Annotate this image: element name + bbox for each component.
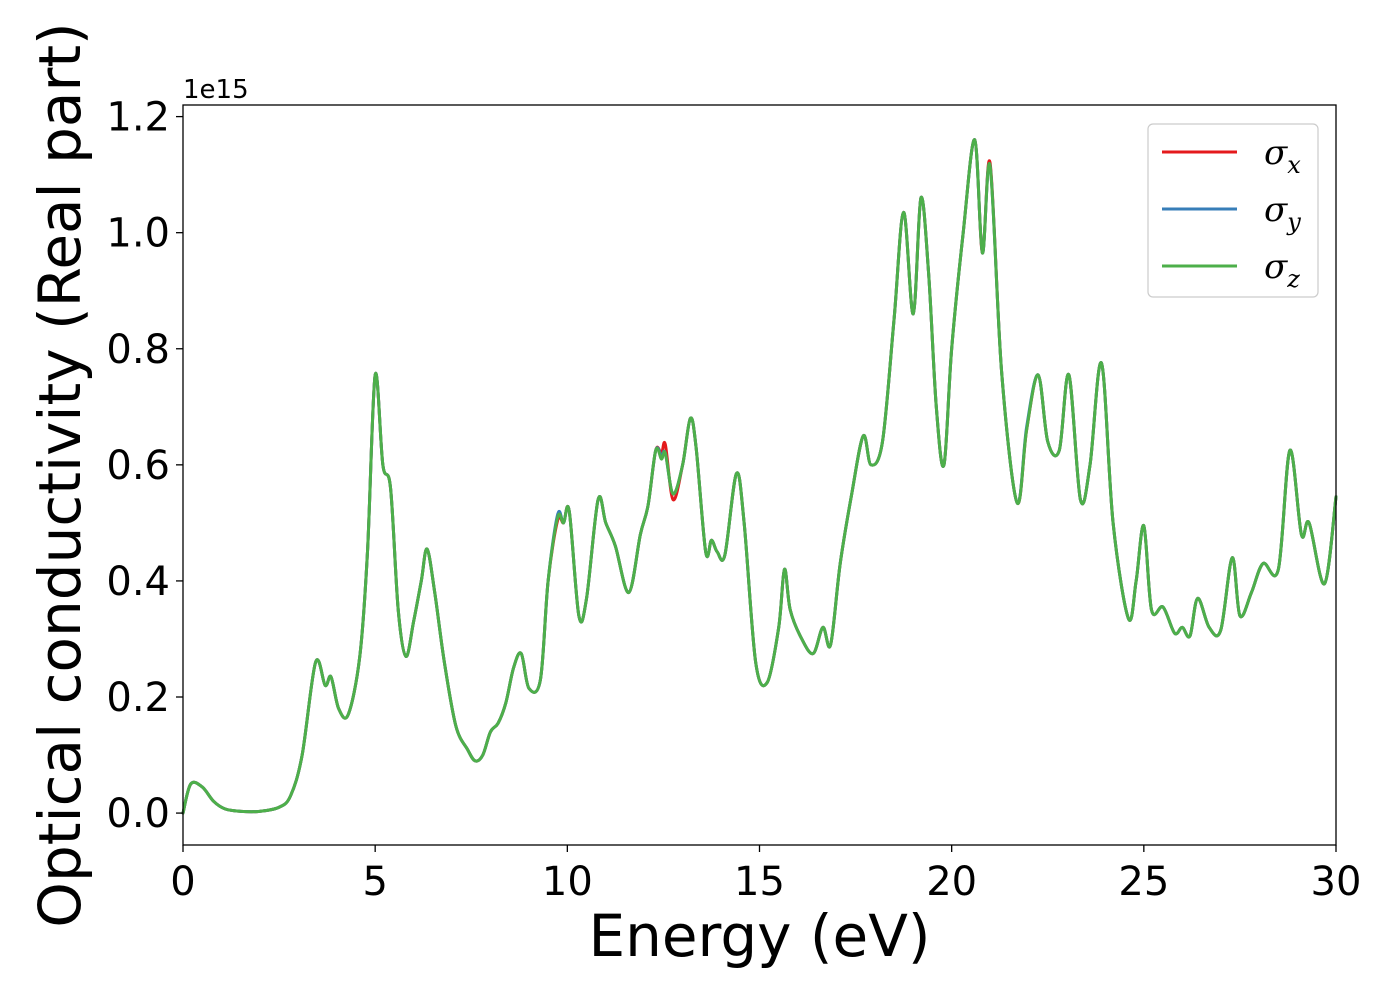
y-axis-title: Optical conductivity (Real part) [26, 22, 94, 927]
x-tick-label: 20 [926, 859, 977, 905]
x-axis: 0 5 10 15 20 25 30 [170, 845, 1361, 905]
x-tick-label: 10 [542, 859, 593, 905]
y-tick-label: 0.6 [106, 443, 170, 489]
y-offset-label: 1e15 [183, 75, 249, 105]
y-tick-label: 1.2 [106, 95, 170, 141]
x-tick-label: 5 [362, 859, 387, 905]
x-tick-label: 30 [1311, 859, 1362, 905]
x-axis-title: Energy (eV) [588, 902, 930, 970]
x-tick-label: 0 [170, 859, 195, 905]
x-tick-label: 15 [734, 859, 785, 905]
series-line-z [181, 138, 1338, 815]
y-tick-label: 0.0 [106, 791, 170, 837]
y-axis: 0.0 0.2 0.4 0.6 0.8 1.0 1.2 [106, 95, 183, 837]
y-tick-label: 1.0 [106, 211, 170, 257]
y-tick-label: 0.2 [106, 675, 170, 721]
series-layer [181, 138, 1338, 815]
x-tick-label: 25 [1118, 859, 1169, 905]
y-tick-label: 0.8 [106, 327, 170, 373]
y-tick-label: 0.4 [106, 559, 170, 605]
